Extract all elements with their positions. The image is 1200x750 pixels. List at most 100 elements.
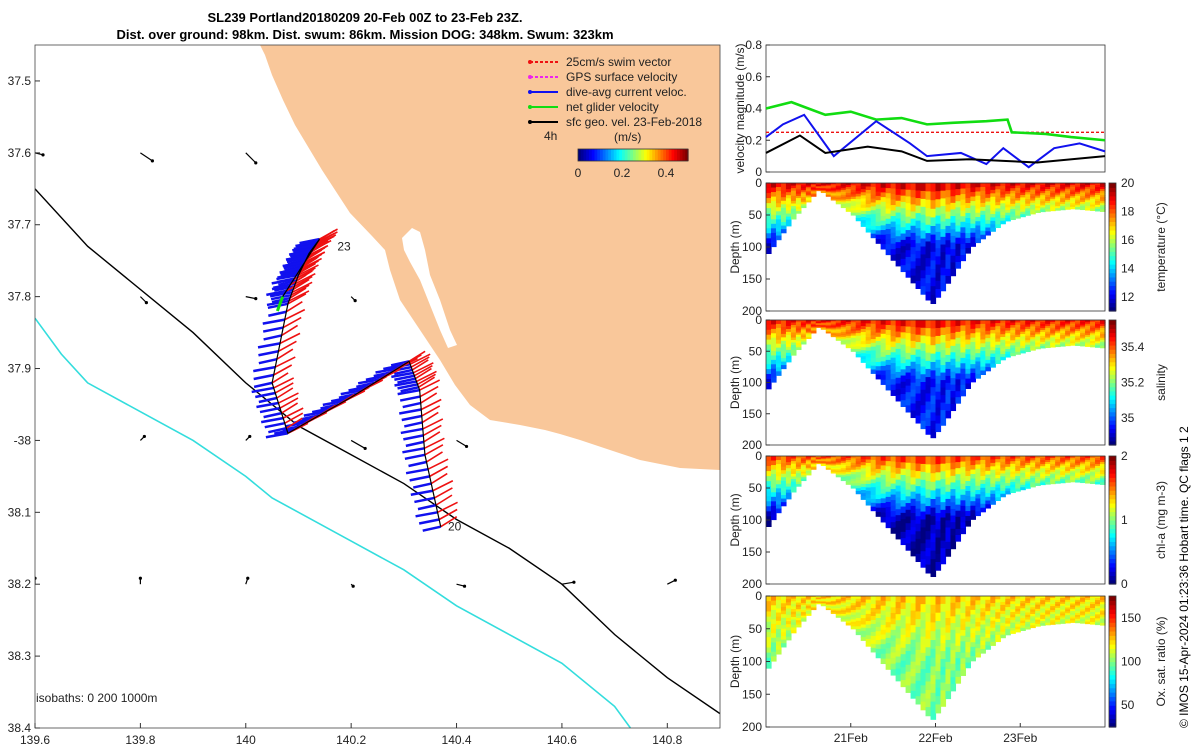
temperature-cell (920, 278, 927, 287)
temperature-cell (845, 207, 852, 210)
oxygen-cell (905, 637, 912, 645)
oxygen-cell (775, 608, 782, 614)
oxygen-cell (1010, 630, 1016, 634)
oxygen-cell (840, 619, 847, 622)
temperature-cell (940, 252, 947, 261)
temperature-cell (770, 241, 777, 248)
temperature-cell (975, 225, 981, 231)
chl-a-cell (1010, 482, 1016, 486)
temperature-cell (1030, 185, 1036, 188)
salinity-cell (950, 378, 957, 386)
chl-a-cell (990, 493, 996, 498)
temperature-cell (980, 190, 986, 196)
temperature-cell (870, 190, 877, 196)
chl-a-cell (1040, 458, 1046, 461)
salinity-cell (780, 333, 787, 338)
chl-a-cell (1005, 491, 1011, 495)
salinity-cell (935, 351, 942, 361)
current-velocity-vector (280, 269, 301, 276)
current-velocity-vector (292, 246, 314, 253)
current-velocity-vector (391, 371, 414, 379)
salinity-cell (850, 346, 857, 350)
swim-vector (421, 411, 439, 424)
salinity-cell (880, 375, 887, 381)
temperature-cell (915, 190, 922, 199)
salinity-cell (1025, 322, 1031, 326)
chl-a-cell (980, 475, 986, 481)
salinity-cell (1060, 333, 1066, 336)
chl-a-cell (835, 472, 842, 475)
temperature-cell (980, 230, 986, 236)
temperature-cell (850, 196, 857, 200)
oxygen-cell (830, 597, 837, 600)
salinity-cell (785, 343, 792, 348)
chl-a-colorbar-cell (1109, 545, 1116, 551)
salinity-cell (1020, 338, 1026, 342)
temperature-cell (940, 183, 947, 192)
temperature-cell (1085, 206, 1091, 209)
salinity-cell (870, 339, 877, 344)
oxygen-cell (1060, 603, 1066, 607)
temperature-cell (805, 193, 812, 196)
salinity-cell (1090, 320, 1096, 323)
chl-a-cell (940, 548, 947, 557)
oxygen-cell (810, 608, 817, 611)
swim-vector (273, 377, 295, 389)
salinity-cell (1045, 341, 1051, 345)
oxygen-colorbar-cell (1109, 674, 1116, 680)
swim-vector (276, 348, 294, 360)
temperature-cell (930, 260, 937, 270)
chl-a-cell (990, 486, 996, 492)
oxygen-cell (935, 646, 942, 656)
oxygen-cell (965, 596, 971, 602)
chl-a-cell (1025, 460, 1031, 464)
oxygen-cell (955, 608, 962, 616)
chl-a-cell (905, 503, 912, 511)
oxygen-cell (790, 630, 797, 634)
chl-a-cell (1020, 480, 1026, 483)
oxygen-cell (1015, 619, 1021, 623)
temperature-cell (810, 195, 817, 197)
chl-a-cell (825, 459, 832, 462)
salinity-cell (940, 387, 947, 396)
chl-a-cell (1035, 460, 1041, 463)
chl-a-cell (1040, 482, 1046, 486)
oxygen-cell (825, 602, 832, 605)
salinity-cell (1070, 336, 1076, 339)
temperature-cell (1055, 194, 1061, 198)
chl-a-cell (920, 456, 927, 465)
salinity-cell (950, 345, 957, 353)
chl-a-cell (955, 456, 962, 463)
chl-a-cell (945, 520, 952, 529)
oxygen-cell (835, 600, 842, 603)
oxygen-cell (1095, 614, 1101, 617)
colorbar-cell (608, 149, 612, 161)
salinity-cell (1030, 332, 1036, 336)
oxygen-cell (945, 683, 952, 692)
salinity-cell (1065, 343, 1071, 347)
chl-a-cell (960, 511, 967, 518)
chl-a-cell (1030, 466, 1036, 470)
chl-a-cell (920, 479, 927, 489)
chl-a-cell (1075, 461, 1081, 465)
chl-a-cell (1015, 456, 1021, 460)
oxygen-cell (780, 614, 787, 619)
oxygen-cell (930, 684, 937, 694)
temperature-cell (1080, 192, 1086, 195)
temperature-cell (785, 204, 792, 209)
chl-a-cell (840, 464, 847, 468)
temperature-cell (965, 203, 971, 209)
temperature-cell (1070, 201, 1076, 204)
salinity-cell (766, 349, 772, 355)
oxygen-cell (850, 598, 857, 602)
chl-a-cell (790, 466, 797, 470)
salinity-cell (935, 343, 942, 353)
oxygen-cell (1095, 612, 1101, 615)
salinity-cell (1065, 338, 1071, 341)
colorbar-cell (583, 149, 587, 161)
chl-a-cell (925, 539, 932, 549)
swim-vector (301, 257, 322, 270)
geo-velocity-arrowhead (142, 434, 146, 439)
temperature-cell (910, 247, 917, 255)
chl-a-cell (1070, 476, 1076, 479)
